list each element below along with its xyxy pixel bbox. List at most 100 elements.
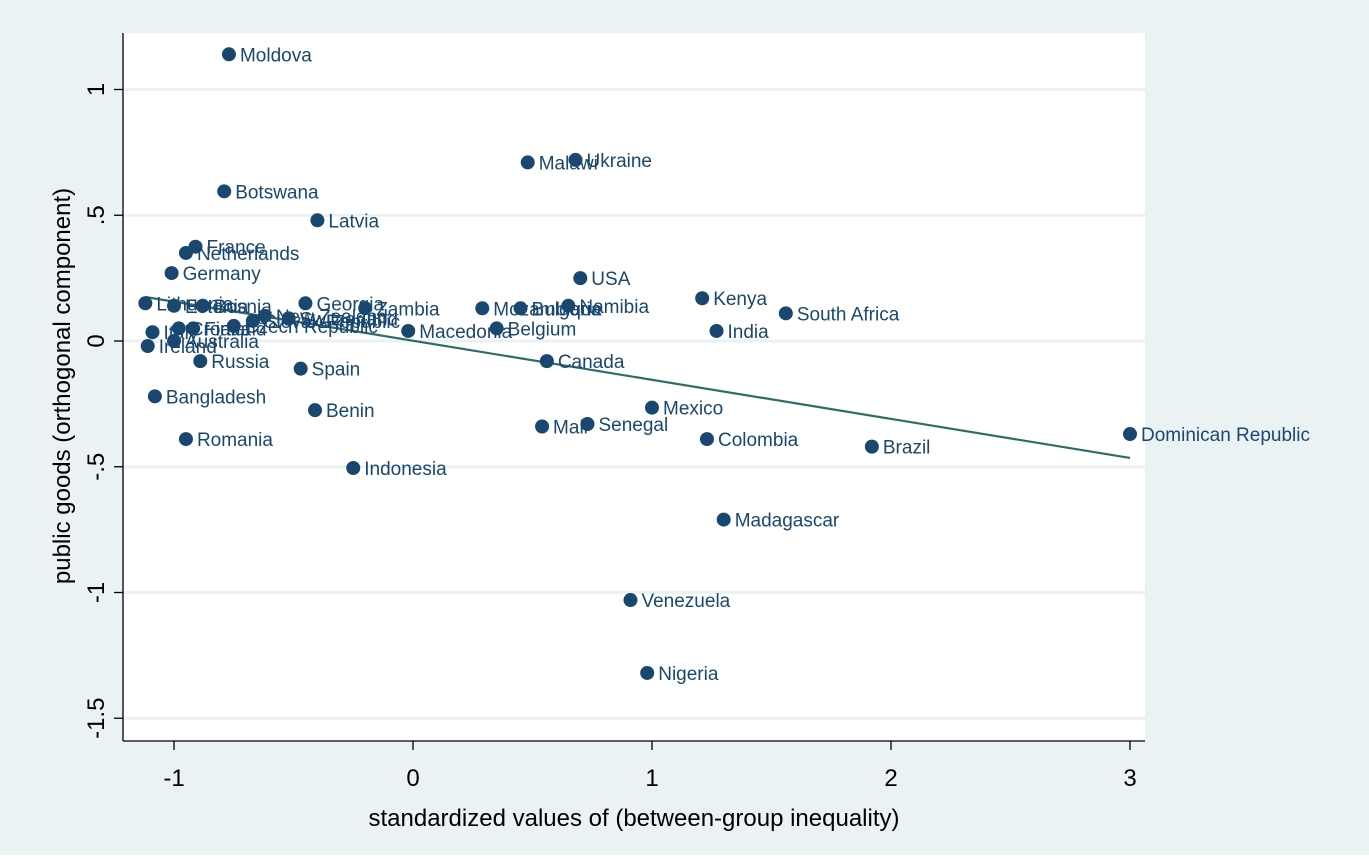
marker-belgium [489, 321, 504, 336]
label-madagascar: Madagascar [735, 511, 840, 532]
label-romania: Romania [197, 430, 273, 451]
point-spain: Spain [293, 360, 361, 381]
marker-namibia [561, 298, 576, 313]
point-nigeria: Nigeria [640, 664, 719, 685]
y-tick-label-5: 1 [83, 83, 110, 96]
point-romania: Romania [178, 430, 273, 451]
label-usa: USA [591, 269, 630, 290]
marker-macedonia [401, 323, 416, 338]
point-namibia: Namibia [561, 297, 649, 318]
y-tick-label-4: .5 [83, 205, 110, 225]
point-kenya: Kenya [695, 289, 767, 310]
marker-ireland [140, 339, 155, 354]
point-south-africa: South Africa [778, 304, 900, 325]
marker-moldova [221, 47, 236, 62]
point-canada: Canada [539, 352, 625, 373]
point-mexico: Mexico [645, 399, 723, 420]
label-botswana: Botswana [235, 182, 319, 203]
point-mali: Mali [535, 418, 588, 439]
label-macedonia: Macedonia [419, 322, 512, 343]
label-ukraine: Ukraine [587, 151, 652, 172]
label-ireland: Ireland [159, 337, 217, 358]
point-benin: Benin [308, 401, 375, 422]
point-germany: Germany [164, 264, 262, 285]
point-slovak-republic: Slovak Republic [245, 312, 400, 333]
marker-netherlands [178, 245, 193, 260]
label-france: France [207, 238, 266, 259]
point-madagascar: Madagascar [716, 511, 840, 532]
marker-mozambique [475, 301, 490, 316]
marker-georgia [298, 296, 313, 311]
label-new-zealand: New Zealand [276, 307, 388, 328]
marker-germany [164, 266, 179, 281]
label-spain: Spain [312, 360, 361, 381]
point-russia: Russia [193, 352, 270, 373]
marker-switzerland [281, 311, 296, 326]
point-macedonia: Macedonia [401, 322, 513, 343]
marker-mexico [645, 400, 659, 415]
marker-bosnia [195, 298, 210, 313]
point-australia: Australia [167, 332, 259, 353]
label-senegal: Senegal [598, 415, 668, 436]
point-new-zealand: New Zealand [257, 307, 388, 328]
point-zambia: Zambia [358, 299, 440, 320]
marker-bangladesh [147, 389, 162, 404]
label-mexico: Mexico [663, 399, 723, 420]
label-latvia: Latvia [328, 211, 379, 232]
label-nigeria: Nigeria [658, 664, 719, 685]
marker-kenya [695, 291, 710, 306]
x-tick-label-4: 3 [1123, 765, 1136, 792]
label-brazil: Brazil [883, 438, 931, 459]
label-germany: Germany [183, 264, 262, 285]
label-moldova: Moldova [240, 45, 312, 66]
label-bosnia: Bosnia [214, 297, 273, 318]
marker-madagascar [716, 512, 731, 527]
marker-finland [186, 321, 201, 336]
label-zambia: Zambia [376, 299, 440, 320]
label-finland: Finland [204, 319, 266, 340]
marker-new-zealand [257, 308, 272, 323]
marker-venezuela [623, 593, 638, 608]
marker-estonia [167, 298, 181, 313]
label-russia: Russia [211, 352, 270, 373]
marker-czech-republic [226, 318, 241, 333]
marker-italy [145, 325, 160, 340]
x-tick-label-2: 1 [645, 765, 658, 792]
label-bangladesh: Bangladesh [166, 387, 266, 408]
label-belgium: Belgium [508, 319, 577, 340]
marker-india [709, 323, 724, 338]
x-tick-label-1: 0 [406, 765, 419, 792]
x-tick-label-3: 2 [884, 765, 897, 792]
point-botswana: Botswana [217, 182, 319, 203]
axes: -1 0 1 2 3 -1.5 -1 -.5 0 .5 1 [83, 33, 1145, 792]
y-axis-label: public goods (orthogonal component) [49, 188, 76, 584]
marker-malawi [520, 155, 535, 170]
label-malawi: Malawi [539, 153, 598, 174]
marker-brazil [864, 439, 879, 454]
point-venezuela: Venezuela [623, 591, 731, 612]
marker-croatia [171, 321, 186, 336]
marker-mali [535, 419, 550, 434]
fit-line-layer [145, 295, 1131, 460]
label-slovak-republic: Slovak Republic [264, 312, 400, 333]
label-kenya: Kenya [713, 289, 767, 310]
point-senegal: Senegal [580, 415, 668, 436]
point-ukraine: Ukraine [568, 151, 652, 172]
label-indonesia: Indonesia [364, 459, 447, 480]
marker-slovak-republic [245, 313, 260, 328]
marker-indonesia [346, 461, 361, 476]
marker-zambia [358, 301, 373, 316]
y-tick-label-1: -1 [83, 582, 110, 603]
label-india: India [728, 322, 770, 343]
marker-botswana [217, 184, 232, 199]
marker-spain [293, 361, 308, 376]
gridlines [123, 88, 1145, 720]
marker-bulgaria [513, 301, 528, 316]
y-tick-label-2: -.5 [83, 453, 110, 481]
point-brazil: Brazil [864, 438, 931, 459]
point-belgium: Belgium [489, 319, 577, 340]
point-usa: USA [573, 269, 631, 290]
point-croatia: Croatia [171, 319, 251, 340]
